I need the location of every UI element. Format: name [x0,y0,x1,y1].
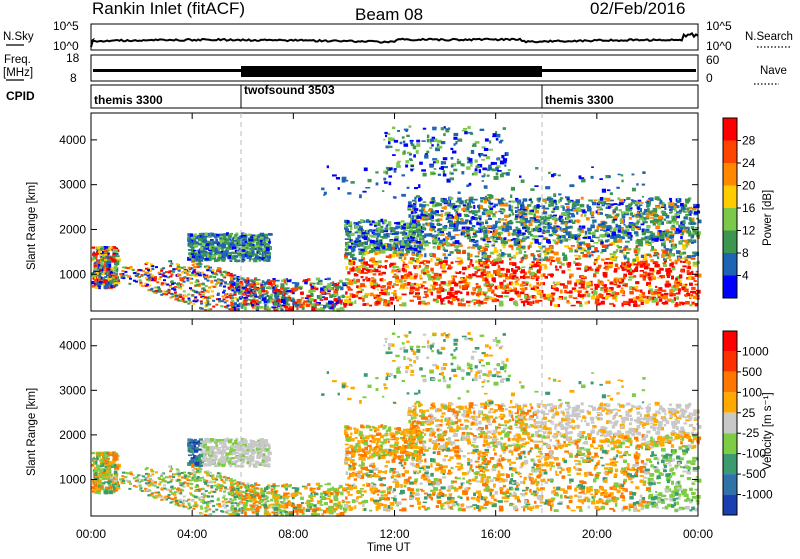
freq-band-low [93,69,241,72]
freq-label: Freq. [4,54,31,66]
velocity-panel: 1000 2000 3000 4000 Slant Range [km] 1000 50… [26,319,774,517]
cpid-label: CPID [6,89,35,103]
power-ytick-3: 4000 [59,133,86,147]
power-cbar-tick-6: 28 [742,134,756,148]
velocity-scatter [91,331,701,517]
x-tick-0: 00:00 [76,527,106,541]
nsky-label: N.Sky [3,31,34,43]
x-tick-4: 16:00 [481,527,511,541]
power-cbar-tick-1: 8 [742,246,749,260]
power-cbar-tick-2: 12 [742,224,756,238]
velocity-ylabel: Slant Range [km] [26,388,38,476]
freq-tick-top: 18 [66,51,80,65]
cpid-segment-1: themis 3300 [94,93,163,107]
power-panel: 1000 2000 3000 4000 Slant Range [km] 4 8 12 16… [26,113,774,312]
power-cbar-tick-0: 4 [742,269,749,283]
nsearch-label: N.Search [745,31,793,43]
power-colorbar-label: Power [dB] [762,190,774,246]
velocity-cbar-seg-8 [723,495,737,515]
velocity-cbar-seg-4 [723,413,737,433]
power-ytick-2: 3000 [59,178,86,192]
velocity-cbar-tick-1: 500 [742,365,762,379]
power-cbar-tick-5: 24 [742,156,756,170]
power-ytick-1: 2000 [59,222,86,236]
cpid-segment-3: themis 3300 [545,93,614,107]
velocity-colorbar-label: Velocity [m s⁻¹] [762,392,774,470]
power-cbar-tick-4: 20 [742,179,756,193]
velocity-ytick-1: 2000 [59,428,86,442]
nave-tick-top: 60 [706,53,720,67]
power-cbar-tick-3: 16 [742,201,756,215]
freq-band-twofsound [241,66,542,77]
power-scatter [91,125,701,312]
power-cbar-seg-2 [723,163,737,186]
power-cbar-seg-6 [723,253,737,276]
power-ytick-0: 1000 [59,267,86,281]
velocity-cbar-seg-6 [723,454,737,474]
power-cbar-seg-0 [723,118,737,141]
power-ylabel: Slant Range [km] [26,182,38,270]
velocity-cbar-seg-5 [723,433,737,453]
velocity-cbar-tick-2: 100 [742,385,762,399]
nave-tick-bottom: 0 [706,71,713,85]
power-cbar-seg-4 [723,208,737,231]
freq-panel: Freq. [MHz] 18 8 60 0 Nave [3,51,787,85]
velocity-cbar-tick-4: -25 [742,426,760,440]
velocity-cbar-seg-3 [723,392,737,412]
power-cbar-seg-1 [723,141,737,164]
power-cbar-seg-5 [723,231,737,254]
date-label: 02/Feb/2016 [590,0,685,18]
nave-label: Nave [760,65,787,77]
nsky-tick-top: 10^5 [53,19,79,33]
velocity-ytick-2: 3000 [59,383,86,397]
nsearch-tick-top: 10^5 [706,19,732,33]
velocity-cbar-seg-0 [723,331,737,351]
x-tick-3: 12:00 [379,527,409,541]
cpid-segment-2: twofsound 3503 [244,83,335,97]
x-tick-5: 20:00 [582,527,612,541]
power-cbar-seg-7 [723,276,737,299]
velocity-cbar-seg-1 [723,351,737,371]
figure-title: Rankin Inlet (fitACF) [92,0,245,18]
velocity-cbar-seg-2 [723,372,737,392]
velocity-ytick-0: 1000 [59,472,86,486]
freq-band-low-2 [542,69,696,72]
beam-label: Beam 08 [355,5,423,24]
velocity-ytick-3: 4000 [59,339,86,353]
cpid-strip: CPID themis 3300 twofsound 3503 themis 3… [6,83,698,108]
velocity-cbar-seg-7 [723,474,737,494]
x-tick-1: 04:00 [177,527,207,541]
nsky-line [91,33,698,47]
x-axis-label: Time UT [367,542,411,554]
freq-tick-bottom: 8 [70,71,77,85]
velocity-cbar-tick-3: 25 [742,406,756,420]
power-colorbar: 4 8 12 16 20 24 28 [723,118,756,298]
nsearch-tick-bottom: 10^0 [706,39,732,53]
x-tick-6: 00:00 [683,527,713,541]
velocity-cbar-tick-7: -1000 [742,488,773,502]
freq-unit: [MHz] [3,67,33,79]
velocity-cbar-tick-0: 1000 [742,344,769,358]
power-cbar-seg-3 [723,186,737,209]
nsky-panel: N.Sky 10^5 10^0 10^5 10^0 N.Search [3,19,793,53]
x-tick-2: 08:00 [278,527,308,541]
